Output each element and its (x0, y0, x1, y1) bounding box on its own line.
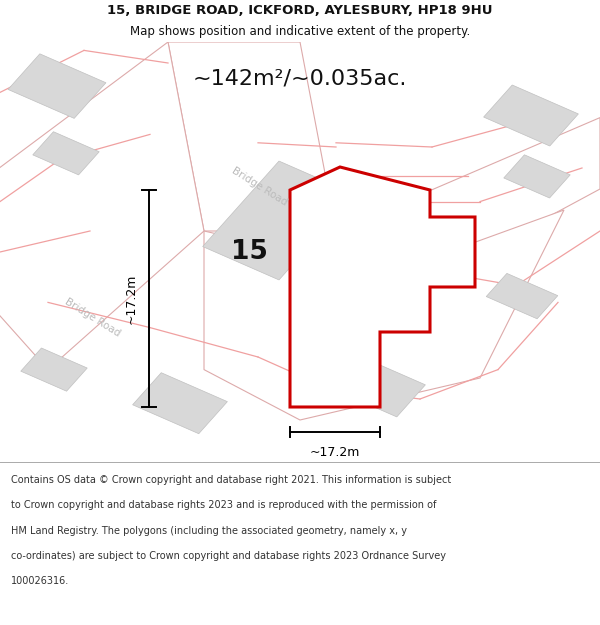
Text: Bridge Road: Bridge Road (64, 296, 122, 338)
Polygon shape (204, 210, 564, 420)
Text: 100026316.: 100026316. (11, 576, 69, 586)
Text: to Crown copyright and database rights 2023 and is reproduced with the permissio: to Crown copyright and database rights 2… (11, 500, 436, 510)
Polygon shape (331, 356, 425, 417)
Polygon shape (133, 372, 227, 434)
Text: co-ordinates) are subject to Crown copyright and database rights 2023 Ordnance S: co-ordinates) are subject to Crown copyr… (11, 551, 446, 561)
Polygon shape (486, 273, 558, 319)
Text: Map shows position and indicative extent of the property.: Map shows position and indicative extent… (130, 25, 470, 38)
Polygon shape (0, 42, 204, 369)
Text: ~17.2m: ~17.2m (124, 273, 137, 324)
Text: Contains OS data © Crown copyright and database right 2021. This information is : Contains OS data © Crown copyright and d… (11, 475, 451, 485)
Text: HM Land Registry. The polygons (including the associated geometry, namely x, y: HM Land Registry. The polygons (includin… (11, 526, 407, 536)
Polygon shape (336, 118, 600, 273)
Polygon shape (21, 348, 87, 391)
Text: 15, BRIDGE ROAD, ICKFORD, AYLESBURY, HP18 9HU: 15, BRIDGE ROAD, ICKFORD, AYLESBURY, HP1… (107, 4, 493, 17)
Polygon shape (168, 42, 336, 231)
Polygon shape (484, 85, 578, 146)
Polygon shape (290, 167, 475, 407)
Text: ~17.2m: ~17.2m (310, 446, 360, 459)
Text: ~142m²/~0.035ac.: ~142m²/~0.035ac. (193, 69, 407, 89)
Text: 15: 15 (230, 239, 268, 265)
Text: Bridge Road: Bridge Road (230, 166, 289, 208)
Polygon shape (504, 155, 570, 198)
Polygon shape (8, 54, 106, 118)
Polygon shape (203, 161, 355, 280)
Polygon shape (33, 132, 99, 175)
